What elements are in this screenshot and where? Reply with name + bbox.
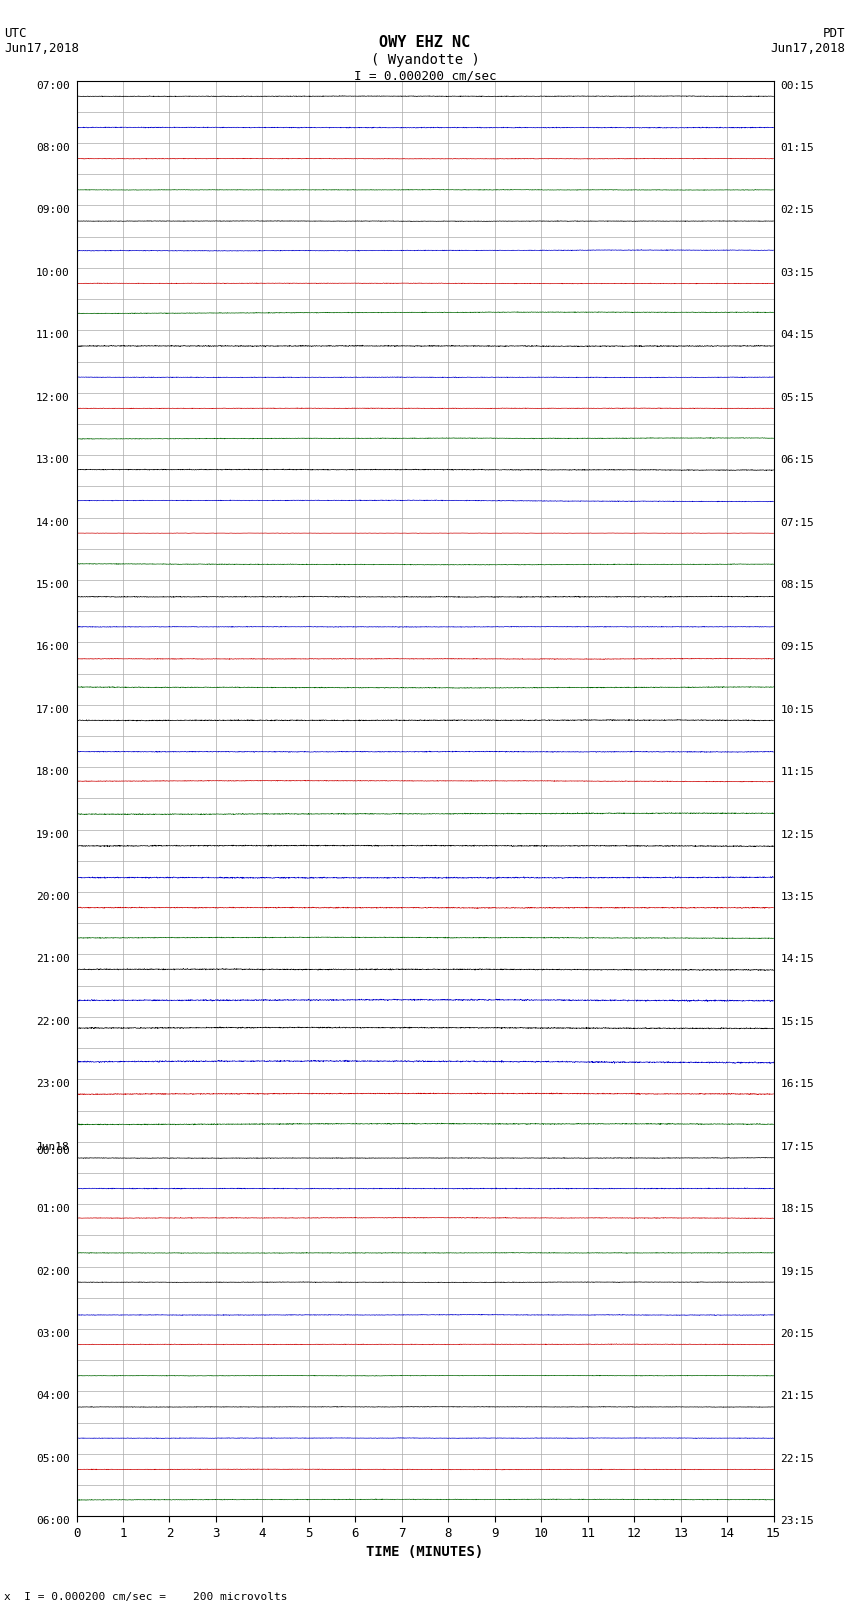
Text: 22:15: 22:15 xyxy=(780,1453,814,1465)
Text: 05:00: 05:00 xyxy=(36,1453,70,1465)
Text: 07:00: 07:00 xyxy=(36,81,70,90)
Text: 10:15: 10:15 xyxy=(780,705,814,715)
Text: 17:00: 17:00 xyxy=(36,705,70,715)
Text: UTC: UTC xyxy=(4,27,26,40)
Text: 05:15: 05:15 xyxy=(780,392,814,403)
Text: 14:15: 14:15 xyxy=(780,955,814,965)
Text: 00:15: 00:15 xyxy=(780,81,814,90)
Text: Jun17,2018: Jun17,2018 xyxy=(4,42,79,55)
Text: 20:15: 20:15 xyxy=(780,1329,814,1339)
Text: 07:15: 07:15 xyxy=(780,518,814,527)
Text: PDT: PDT xyxy=(824,27,846,40)
Text: 13:15: 13:15 xyxy=(780,892,814,902)
Text: OWY EHZ NC: OWY EHZ NC xyxy=(379,35,471,50)
Text: 23:15: 23:15 xyxy=(780,1516,814,1526)
Text: 19:00: 19:00 xyxy=(36,829,70,840)
Text: ( Wyandotte ): ( Wyandotte ) xyxy=(371,53,479,68)
Text: I = 0.000200 cm/sec: I = 0.000200 cm/sec xyxy=(354,69,496,82)
Text: 21:15: 21:15 xyxy=(780,1392,814,1402)
Text: 03:00: 03:00 xyxy=(36,1329,70,1339)
Text: 16:00: 16:00 xyxy=(36,642,70,652)
Text: 19:15: 19:15 xyxy=(780,1266,814,1276)
Text: 08:15: 08:15 xyxy=(780,581,814,590)
Text: 04:15: 04:15 xyxy=(780,331,814,340)
Text: 04:00: 04:00 xyxy=(36,1392,70,1402)
Text: 00:00: 00:00 xyxy=(36,1147,70,1157)
Text: 01:15: 01:15 xyxy=(780,144,814,153)
Text: 14:00: 14:00 xyxy=(36,518,70,527)
Text: 11:00: 11:00 xyxy=(36,331,70,340)
Text: 21:00: 21:00 xyxy=(36,955,70,965)
Text: 02:15: 02:15 xyxy=(780,205,814,216)
Text: 12:00: 12:00 xyxy=(36,392,70,403)
Text: 17:15: 17:15 xyxy=(780,1142,814,1152)
Text: 16:15: 16:15 xyxy=(780,1079,814,1089)
Text: Jun17,2018: Jun17,2018 xyxy=(771,42,846,55)
Text: 13:00: 13:00 xyxy=(36,455,70,465)
Text: 11:15: 11:15 xyxy=(780,768,814,777)
Text: 01:00: 01:00 xyxy=(36,1205,70,1215)
Text: 09:00: 09:00 xyxy=(36,205,70,216)
Text: 03:15: 03:15 xyxy=(780,268,814,277)
Text: 12:15: 12:15 xyxy=(780,829,814,840)
Text: 23:00: 23:00 xyxy=(36,1079,70,1089)
Text: 22:00: 22:00 xyxy=(36,1016,70,1027)
Text: 09:15: 09:15 xyxy=(780,642,814,652)
Text: 15:00: 15:00 xyxy=(36,581,70,590)
Text: 02:00: 02:00 xyxy=(36,1266,70,1276)
X-axis label: TIME (MINUTES): TIME (MINUTES) xyxy=(366,1545,484,1560)
Text: 08:00: 08:00 xyxy=(36,144,70,153)
Text: Jun18: Jun18 xyxy=(36,1142,70,1152)
Text: 20:00: 20:00 xyxy=(36,892,70,902)
Text: 18:15: 18:15 xyxy=(780,1205,814,1215)
Text: x  I = 0.000200 cm/sec =    200 microvolts: x I = 0.000200 cm/sec = 200 microvolts xyxy=(4,1592,288,1602)
Text: 06:15: 06:15 xyxy=(780,455,814,465)
Text: 10:00: 10:00 xyxy=(36,268,70,277)
Text: 06:00: 06:00 xyxy=(36,1516,70,1526)
Text: 18:00: 18:00 xyxy=(36,768,70,777)
Text: 15:15: 15:15 xyxy=(780,1016,814,1027)
